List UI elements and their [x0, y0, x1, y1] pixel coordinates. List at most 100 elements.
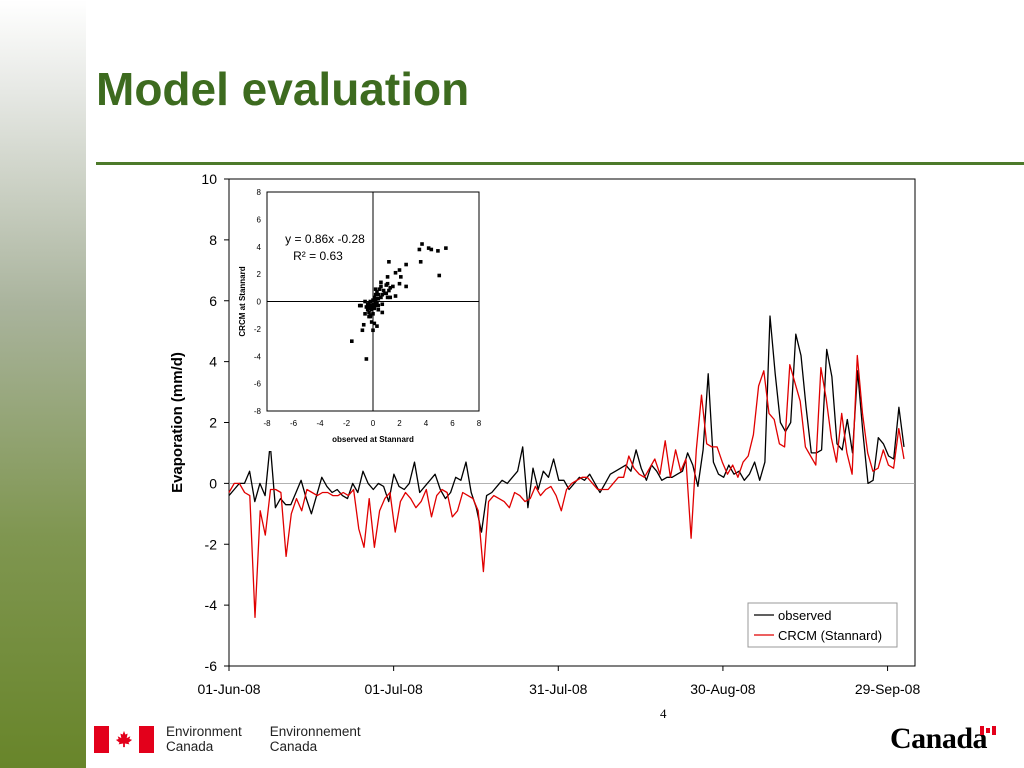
scatter-point	[377, 287, 382, 291]
scatter-point	[404, 262, 408, 267]
dept-fr-line2: Canada	[269, 739, 318, 754]
scatter-point	[444, 246, 448, 250]
scatter-point	[399, 275, 403, 279]
title-rule	[96, 162, 1024, 165]
scatter-point	[375, 324, 379, 328]
scatter-point	[367, 310, 371, 315]
y-tick-label: -6	[205, 658, 218, 674]
scatter-point	[385, 295, 390, 300]
r-squared-label: R² = 0.63	[293, 249, 343, 263]
inset-x-tick-label: 4	[424, 419, 429, 428]
scatter-point	[376, 296, 381, 301]
scatter-point	[372, 306, 377, 311]
series-line-crcm	[228, 354, 905, 618]
inset-y-tick-label: -8	[254, 407, 262, 416]
x-tick-label: 01-Jul-08	[364, 681, 423, 697]
inset-y-tick-label: -6	[254, 380, 262, 389]
inset-y-tick-label: 4	[257, 243, 262, 252]
series-line-observed	[228, 315, 905, 533]
scatter-point	[397, 281, 402, 286]
flag-bar-right	[139, 725, 154, 753]
page-number: 4	[660, 706, 667, 721]
slide-title: Model evaluation	[96, 63, 470, 115]
scatter-point	[372, 295, 377, 300]
scatter-point	[397, 268, 402, 272]
y-tick-label: -4	[205, 597, 218, 613]
scatter-point	[381, 288, 386, 293]
legend-label: observed	[778, 608, 831, 623]
wordmark-flag-leaf	[986, 728, 990, 733]
inset-y-tick-label: -2	[254, 325, 262, 334]
y-tick-label: 8	[209, 232, 217, 248]
maple-leaf-icon	[115, 730, 133, 747]
inset-x-tick-label: 8	[477, 419, 482, 428]
scatter-point	[369, 320, 374, 324]
scatter-point	[364, 357, 369, 361]
canada-flag-icon	[94, 725, 154, 753]
scatter-point	[373, 303, 378, 308]
scatter-point	[376, 307, 381, 312]
dept-name-english: Environment Canada	[166, 724, 242, 754]
legend-box	[747, 602, 898, 648]
inset-x-tick-label: -4	[316, 419, 324, 428]
inset-x-tick-label: 0	[371, 419, 376, 428]
scatter-point	[363, 312, 367, 316]
scatter-point	[375, 290, 379, 294]
scatter-point	[371, 328, 375, 333]
scatter-point	[429, 247, 434, 252]
x-tick-label: 29-Sep-08	[855, 681, 921, 697]
scatter-point	[368, 314, 373, 319]
inset-y-axis-label: CRCM at Stannard	[238, 266, 247, 336]
scatter-point	[373, 292, 378, 297]
scatter-point	[373, 287, 378, 291]
scatter-point	[365, 305, 370, 309]
dept-en-line2: Canada	[166, 739, 214, 754]
x-tick-label: 30-Aug-08	[690, 681, 756, 697]
scatter-point	[367, 301, 371, 305]
scatter-point	[388, 295, 393, 300]
scatter-point	[385, 281, 390, 286]
inset-y-tick-label: 6	[257, 215, 262, 224]
scatter-point	[418, 260, 423, 264]
y-tick-label: 2	[209, 415, 217, 431]
x-tick-label: 31-Jul-08	[529, 681, 588, 697]
scatter-point	[350, 339, 354, 343]
legend-label: CRCM (Stannard)	[778, 628, 882, 643]
flag-bar-left	[94, 725, 109, 753]
scatter-point	[375, 301, 379, 305]
scatter-point	[369, 307, 374, 312]
scatter-point	[404, 284, 408, 289]
scatter-point	[385, 275, 390, 279]
dept-name-french: Environnement Canada	[270, 724, 361, 754]
scatter-point	[379, 295, 383, 300]
environment-canada-logo: Environment Canada Environnement Canada	[94, 724, 361, 754]
scatter-point	[417, 247, 422, 252]
scatter-point	[361, 322, 366, 327]
wordmark-flag-icon	[980, 726, 996, 735]
inset-y-tick-label: 8	[257, 188, 262, 197]
sidebar-gradient	[0, 0, 86, 768]
scatter-point	[380, 302, 385, 307]
inset-y-tick-label: 2	[257, 270, 262, 279]
scatter-point	[380, 292, 385, 297]
scatter-point	[387, 260, 391, 264]
scatter-point	[380, 310, 385, 315]
dept-fr-line1: Environnement	[269, 724, 361, 739]
wordmark-flag-bar-right	[992, 726, 996, 735]
scatter-point	[379, 280, 383, 285]
regression-equation: y = 0.86x -0.28	[285, 232, 365, 246]
scatter-point	[436, 249, 440, 253]
inset-x-tick-label: 6	[450, 419, 455, 428]
scatter-point	[359, 303, 363, 308]
inset-x-axis-label: observed at Stannard	[332, 435, 414, 444]
y-tick-label: 10	[201, 171, 217, 187]
scatter-point	[391, 284, 395, 289]
canada-wordmark: Canada	[890, 722, 988, 755]
scatter-point	[426, 246, 431, 250]
inset-x-tick-label: 2	[397, 419, 402, 428]
inset-y-tick-label: 0	[257, 298, 262, 307]
scatter-point	[360, 328, 365, 333]
scatter-point	[393, 270, 398, 275]
x-tick-label: 01-Jun-08	[197, 681, 260, 697]
